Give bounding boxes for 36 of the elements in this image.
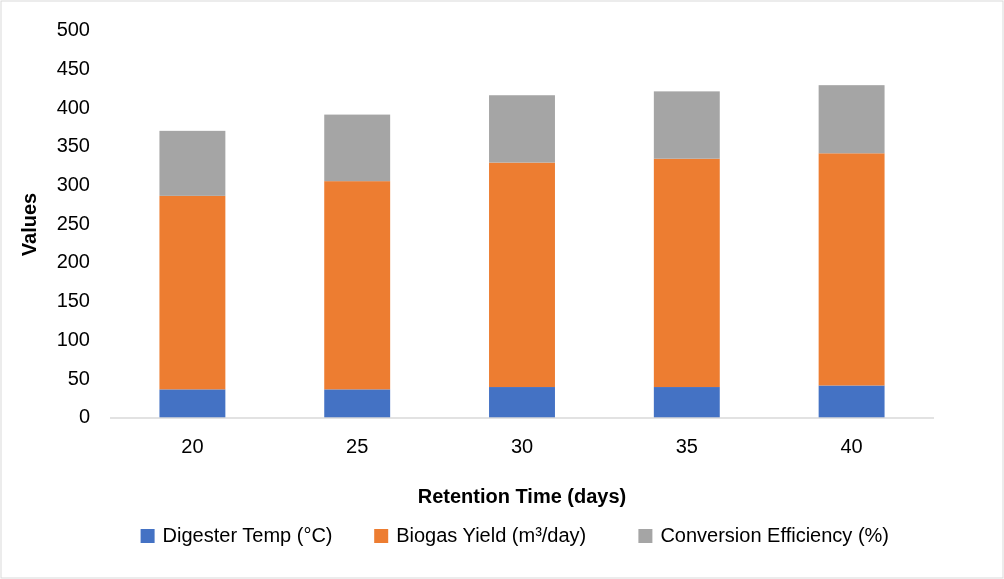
y-axis-title: Values — [18, 192, 40, 257]
legend-label: Biogas Yield (m³/day) — [396, 524, 587, 546]
x-tick-label: 30 — [510, 435, 534, 457]
y-tick-label: 250 — [56, 211, 90, 234]
bar — [653, 387, 720, 418]
y-tick-label: 50 — [67, 366, 90, 389]
bar — [818, 85, 885, 154]
y-tick-label: 450 — [56, 56, 90, 79]
y-tick-label: 500 — [56, 18, 90, 41]
bar — [159, 195, 226, 390]
bar — [489, 387, 555, 418]
bar — [324, 181, 391, 390]
x-axis-title: Retention Time (days) — [417, 485, 627, 507]
bar — [818, 385, 885, 418]
bar — [489, 162, 555, 388]
legend-label: Conversion Efficiency (%) — [660, 524, 890, 546]
legend-label: Digester Temp (°C) — [162, 524, 333, 546]
y-tick-label: 300 — [56, 173, 90, 196]
bar — [324, 389, 391, 418]
y-tick-label: 0 — [78, 405, 90, 428]
y-tick-label: 350 — [56, 134, 90, 157]
bar — [653, 158, 720, 388]
bar — [159, 389, 226, 418]
bar — [818, 153, 885, 386]
x-tick-label: 25 — [346, 435, 369, 457]
y-tick-label: 100 — [56, 327, 90, 350]
x-tick-label: 40 — [840, 435, 863, 457]
x-tick-label: 20 — [181, 435, 204, 457]
y-tick-label: 150 — [56, 289, 90, 312]
x-tick-label: 35 — [675, 435, 698, 457]
bar — [324, 114, 391, 182]
y-tick-label: 400 — [56, 95, 90, 118]
bar — [489, 95, 555, 163]
bar — [653, 91, 720, 159]
bar — [159, 130, 226, 196]
y-tick-label: 200 — [56, 250, 90, 273]
